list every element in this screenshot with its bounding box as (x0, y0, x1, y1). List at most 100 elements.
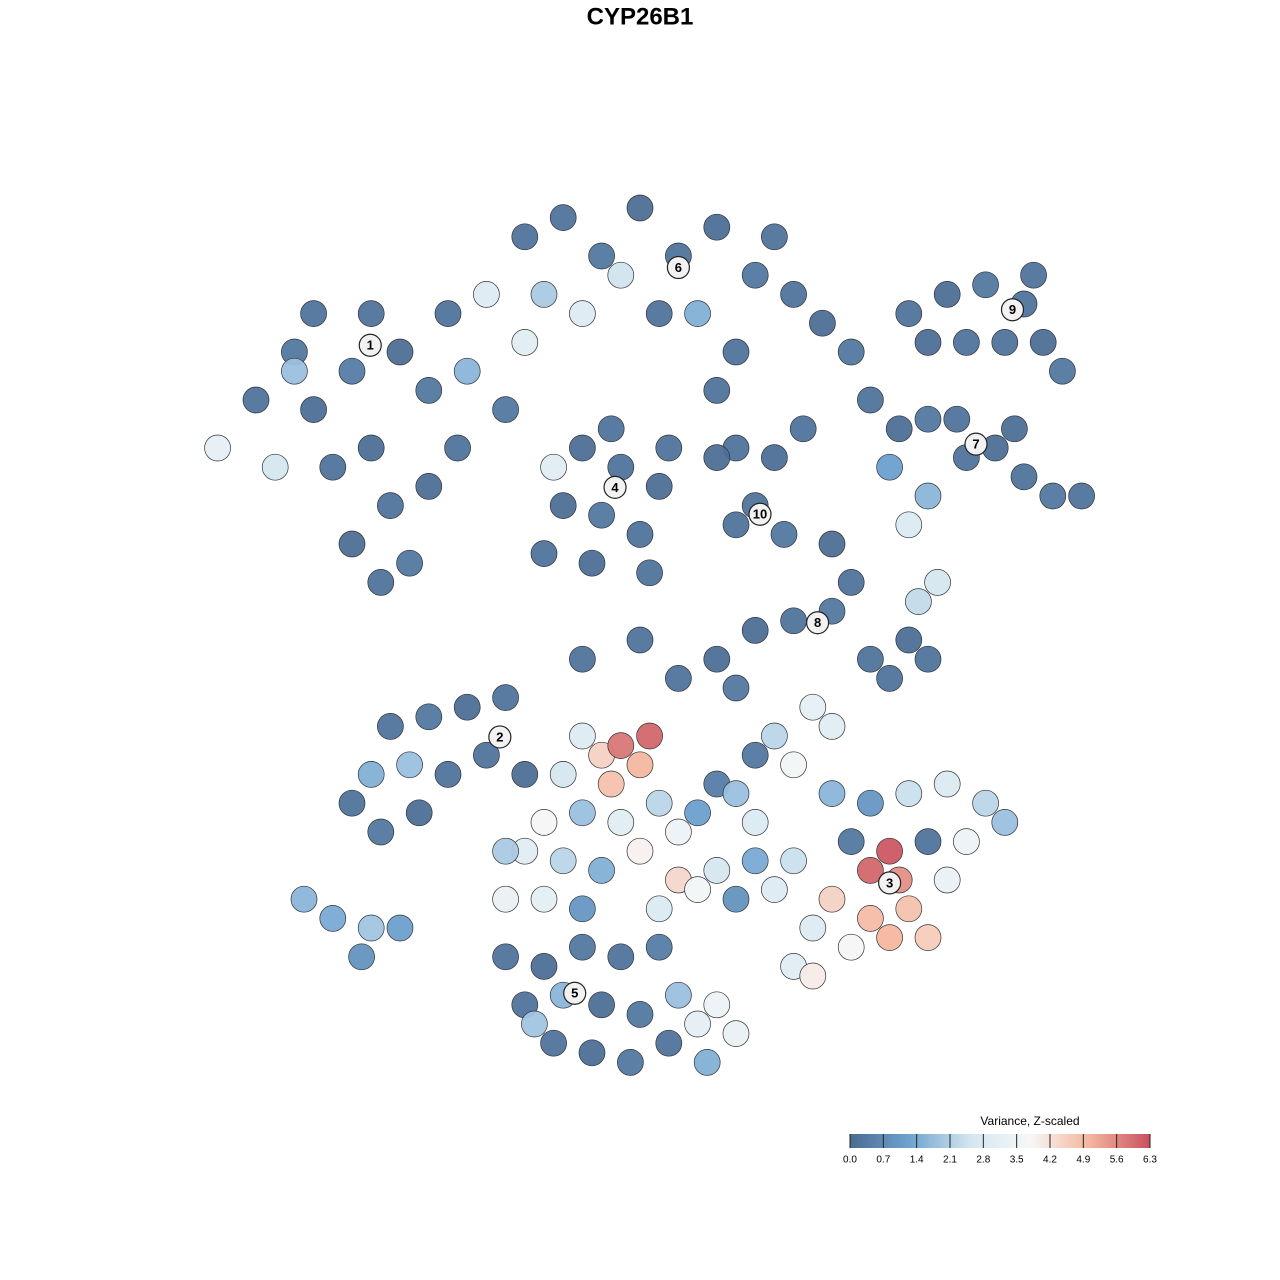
colorbar-tick-label: 1.4 (910, 1155, 924, 1166)
point (626, 521, 654, 548)
point (261, 453, 289, 481)
point (914, 405, 942, 433)
point (837, 933, 865, 961)
point (972, 271, 999, 299)
cluster-label-badge (666, 255, 691, 280)
point (684, 300, 711, 327)
point (857, 789, 884, 817)
point (722, 338, 750, 366)
point (914, 329, 942, 356)
point (578, 549, 606, 577)
point (434, 761, 462, 788)
point (914, 828, 942, 855)
point (473, 741, 500, 769)
point (703, 857, 731, 884)
points (204, 194, 1095, 1076)
point (415, 703, 443, 731)
cluster-label-badge (488, 725, 512, 749)
point (924, 569, 951, 596)
point (415, 377, 443, 404)
point (1010, 463, 1038, 491)
point (703, 991, 731, 1019)
cluster-label: 3 (886, 875, 893, 890)
point (338, 357, 366, 385)
point (492, 837, 519, 865)
point (895, 895, 923, 923)
point (770, 521, 798, 548)
point (693, 1049, 721, 1076)
point (780, 607, 807, 635)
point (809, 309, 836, 337)
point (367, 569, 395, 596)
point (914, 924, 942, 951)
point (645, 473, 673, 500)
colorbar-tick-label: 4.9 (1076, 1155, 1090, 1166)
point (597, 770, 625, 798)
point (665, 981, 692, 1009)
point (549, 761, 577, 788)
point (684, 1010, 711, 1038)
point (357, 434, 385, 462)
point (741, 847, 769, 875)
point (895, 780, 923, 807)
point (569, 434, 596, 462)
point (569, 300, 596, 327)
colorbar-tick-label: 2.8 (976, 1155, 990, 1166)
point (645, 300, 673, 327)
cluster-label-badge (964, 432, 988, 456)
point (453, 693, 481, 721)
point (953, 329, 980, 356)
point (415, 473, 443, 500)
point (588, 857, 615, 884)
point (492, 943, 519, 971)
point (703, 444, 731, 471)
point (761, 876, 788, 903)
point (549, 847, 577, 875)
point (645, 895, 673, 923)
colorbar-title: Variance, Z-scaled (980, 1114, 1079, 1128)
point (933, 866, 961, 894)
point (636, 722, 663, 750)
point (991, 809, 1019, 836)
point (645, 789, 673, 817)
point (607, 261, 635, 289)
point (530, 540, 558, 567)
point (722, 1020, 750, 1047)
point (895, 626, 923, 654)
point (367, 818, 395, 846)
point (521, 1010, 548, 1038)
point (665, 818, 692, 846)
point (722, 511, 750, 539)
point (837, 338, 865, 366)
point (741, 809, 769, 836)
cluster-label-badge (603, 475, 627, 499)
point (588, 501, 615, 529)
point (991, 329, 1019, 356)
cluster-label-badge (563, 981, 587, 1005)
point (1020, 261, 1047, 289)
point (300, 300, 327, 327)
cluster-label-badge (805, 611, 830, 635)
point (636, 559, 663, 587)
point (569, 799, 596, 827)
point (780, 281, 807, 308)
point (665, 665, 692, 692)
point (242, 386, 270, 414)
cluster-label: 10 (753, 507, 767, 522)
point (626, 837, 654, 865)
point (453, 357, 481, 385)
point (617, 1049, 644, 1076)
point (1001, 415, 1028, 443)
point (357, 914, 385, 942)
point (204, 434, 231, 462)
point (789, 415, 817, 443)
point (761, 722, 788, 750)
point (405, 799, 433, 827)
cluster-label: 7 (972, 437, 979, 452)
cluster-label-badge (1000, 298, 1025, 322)
point (396, 549, 423, 577)
cluster-label: 4 (611, 480, 619, 495)
point (530, 885, 558, 913)
point (818, 885, 846, 913)
point (281, 357, 308, 385)
